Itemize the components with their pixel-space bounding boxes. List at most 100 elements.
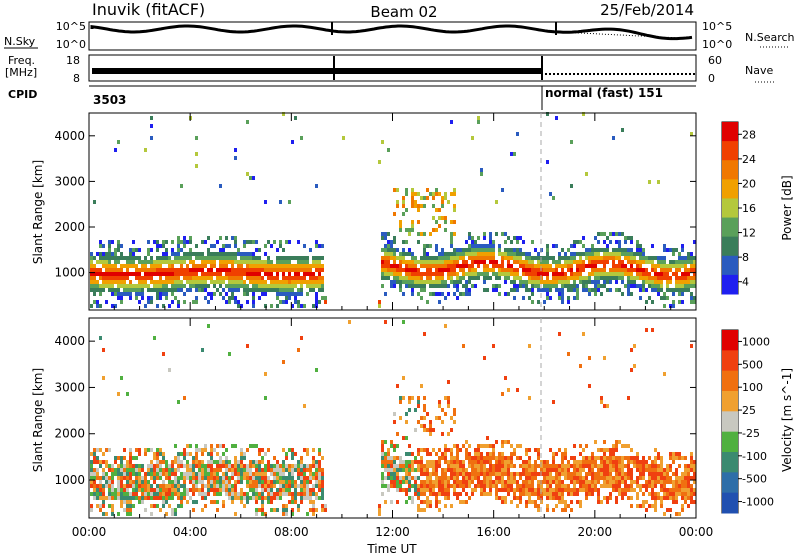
heatmap-cell xyxy=(474,484,477,488)
heatmap-cell xyxy=(177,272,180,276)
heatmap-cell xyxy=(309,492,312,496)
heatmap-cell xyxy=(516,132,519,136)
heatmap-cell xyxy=(582,244,585,248)
heatmap-cell xyxy=(504,280,507,284)
heatmap-cell xyxy=(288,260,291,264)
heatmap-cell xyxy=(642,492,645,496)
heatmap-cell xyxy=(201,448,204,452)
heatmap-cell xyxy=(207,468,210,472)
heatmap-cell xyxy=(90,452,93,456)
heatmap-cell xyxy=(693,276,696,280)
heatmap-cell xyxy=(285,464,288,468)
heatmap-cell xyxy=(501,260,504,264)
heatmap-cell xyxy=(297,300,300,304)
heatmap-cell xyxy=(141,264,144,268)
heatmap-cell xyxy=(663,304,666,308)
heatmap-cell xyxy=(252,240,255,244)
heatmap-cell xyxy=(471,464,474,468)
heatmap-cell xyxy=(492,444,495,448)
heatmap-cell xyxy=(483,444,486,448)
heatmap-cell xyxy=(468,248,471,252)
heatmap-cell xyxy=(402,256,405,260)
heatmap-cell xyxy=(453,456,456,460)
heatmap-cell xyxy=(435,192,438,196)
heatmap-cell xyxy=(150,300,153,304)
heatmap-cell xyxy=(456,296,459,300)
heatmap-cell xyxy=(282,292,285,296)
heatmap-cell xyxy=(273,476,276,480)
heatmap-cell xyxy=(606,480,609,484)
heatmap-cell xyxy=(582,284,585,288)
heatmap-cell xyxy=(180,288,183,292)
heatmap-cell xyxy=(534,272,537,276)
heatmap-cell xyxy=(114,260,117,264)
heatmap-cell xyxy=(666,268,669,272)
heatmap-cell xyxy=(426,468,429,472)
heatmap-cell xyxy=(414,428,417,432)
heatmap-cell xyxy=(282,488,285,492)
heatmap-cell xyxy=(483,464,486,468)
heatmap-cell xyxy=(210,264,213,268)
heatmap-cell xyxy=(474,284,477,288)
heatmap-cell xyxy=(387,272,390,276)
heatmap-cell xyxy=(627,280,630,284)
heatmap-cell xyxy=(459,480,462,484)
heatmap-cell xyxy=(501,496,504,500)
heatmap-cell xyxy=(531,472,534,476)
heatmap-cell xyxy=(690,300,693,304)
heatmap-cell xyxy=(411,452,414,456)
heatmap-cell xyxy=(492,272,495,276)
heatmap-cell xyxy=(447,284,450,288)
heatmap-cell xyxy=(264,484,267,488)
heatmap-cell xyxy=(177,480,180,484)
heatmap-cell xyxy=(588,356,591,360)
heatmap-cell xyxy=(555,472,558,476)
heatmap-cell xyxy=(468,444,471,448)
heatmap-cell xyxy=(381,272,384,276)
heatmap-cell xyxy=(225,468,228,472)
heatmap-cell xyxy=(228,288,231,292)
heatmap-cell xyxy=(561,268,564,272)
heatmap-cell xyxy=(144,508,147,512)
heatmap-cell xyxy=(417,204,420,208)
heatmap-cell xyxy=(522,296,525,300)
heatmap-cell xyxy=(270,288,273,292)
heatmap-cell xyxy=(294,284,297,288)
heatmap-cell xyxy=(627,460,630,464)
heatmap-cell xyxy=(615,276,618,280)
heatmap-cell xyxy=(99,288,102,292)
heatmap-cell xyxy=(381,480,384,484)
heatmap-cell xyxy=(552,244,555,248)
heatmap-cell xyxy=(279,244,282,248)
heatmap-cell xyxy=(534,468,537,472)
heatmap-cell xyxy=(270,272,273,276)
heatmap-cell xyxy=(561,492,564,496)
heatmap-cell xyxy=(609,480,612,484)
heatmap-cell xyxy=(465,472,468,476)
heatmap-cell xyxy=(384,500,387,504)
heatmap-cell xyxy=(555,276,558,280)
heatmap-cell xyxy=(489,452,492,456)
heatmap-cell xyxy=(216,476,219,480)
heatmap-cell xyxy=(669,456,672,460)
heatmap-cell xyxy=(519,472,522,476)
heatmap-cell xyxy=(693,268,696,272)
heatmap-cell xyxy=(216,484,219,488)
heatmap-cell xyxy=(450,252,453,256)
heatmap-cell xyxy=(156,288,159,292)
heatmap-cell xyxy=(567,248,570,252)
heatmap-cell xyxy=(228,276,231,280)
heatmap-cell xyxy=(477,116,480,120)
heatmap-cell xyxy=(627,272,630,276)
heatmap-cell xyxy=(243,260,246,264)
heatmap-cell xyxy=(264,396,267,400)
heatmap-cell xyxy=(126,468,129,472)
heatmap-cell xyxy=(678,276,681,280)
heatmap-cell xyxy=(519,500,522,504)
heatmap-cell xyxy=(582,480,585,484)
heatmap-cell xyxy=(579,464,582,468)
heatmap-cell xyxy=(423,404,426,408)
heatmap-cell xyxy=(684,488,687,492)
heatmap-cell xyxy=(183,300,186,304)
heatmap-cell xyxy=(435,416,438,420)
